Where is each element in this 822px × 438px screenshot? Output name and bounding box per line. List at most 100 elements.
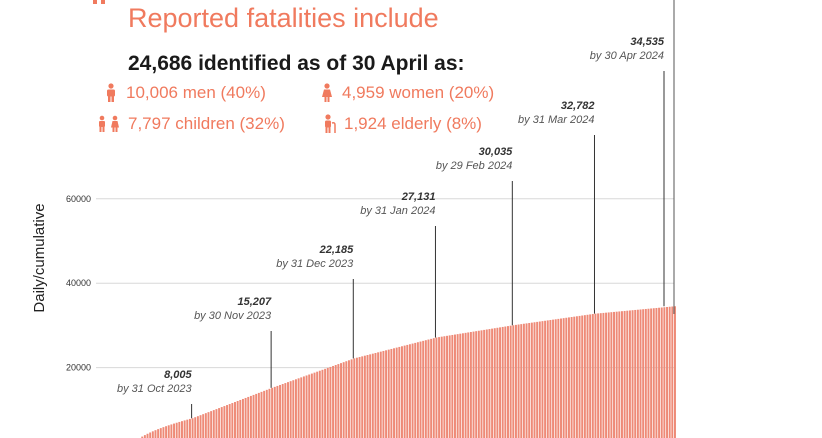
bar-day-196 [647, 308, 650, 438]
bar-day-175 [591, 314, 594, 438]
bar-day-155 [538, 321, 541, 438]
bar-day-33 [215, 409, 218, 438]
bar-day-49 [257, 392, 260, 438]
bar-day-172 [583, 315, 586, 438]
bar-day-112 [424, 340, 427, 438]
bar-day-193 [639, 309, 642, 438]
bar-day-141 [501, 326, 504, 438]
bar-day-23 [188, 418, 191, 438]
bar-day-78 [334, 365, 337, 438]
bar-day-104 [403, 345, 406, 438]
bar-day-63 [294, 379, 297, 438]
bar-day-161 [554, 319, 557, 438]
bar-day-189 [628, 310, 631, 438]
bar-day-204 [668, 306, 671, 438]
bar-day-13 [162, 427, 165, 438]
bar-day-147 [517, 324, 520, 438]
y-axis-label: Daily/cumulative [31, 203, 48, 312]
bar-day-113 [427, 339, 430, 438]
bar-day-89 [363, 355, 366, 438]
bar-day-53 [268, 388, 271, 438]
bar-day-117 [438, 337, 441, 438]
bar-day-135 [485, 329, 488, 438]
bar-day-98 [387, 349, 390, 438]
bar-day-73 [321, 369, 324, 438]
annotation-date-5: by 31 Mar 2024 [518, 114, 594, 126]
bar-day-123 [454, 334, 456, 438]
annotation-date-6: by 30 Apr 2024 [590, 50, 664, 62]
bar-day-12 [159, 428, 162, 438]
bar-day-126 [461, 333, 464, 438]
bar-day-72 [318, 370, 321, 438]
bar-day-179 [602, 312, 605, 438]
bar-day-69 [310, 373, 313, 438]
bar-day-68 [308, 374, 311, 438]
bar-day-134 [483, 329, 486, 438]
bar-day-156 [541, 321, 544, 438]
bar-day-36 [223, 406, 226, 438]
bar-day-19 [178, 421, 181, 438]
bar-day-29 [204, 413, 207, 438]
annotation-value-6: 34,535 [630, 36, 665, 48]
bar-day-70 [313, 372, 316, 438]
annotation-date-2: by 31 Dec 2023 [276, 258, 354, 270]
bar-day-180 [605, 312, 608, 438]
bar-day-103 [401, 346, 403, 438]
bar-day-202 [663, 307, 666, 438]
bar-day-59 [284, 383, 287, 438]
bar-day-20 [181, 421, 183, 438]
bar-day-164 [562, 318, 565, 438]
y-tick-20000: 20000 [66, 363, 91, 373]
bar-day-128 [467, 332, 470, 438]
bar-day-132 [477, 330, 480, 438]
bar-day-174 [589, 314, 592, 438]
bar-day-15 [167, 425, 170, 438]
bar-day-203 [666, 307, 668, 438]
bar-day-27 [199, 415, 202, 438]
bar-day-187 [623, 310, 626, 438]
bar-day-145 [512, 325, 515, 438]
bar-day-75 [326, 367, 329, 438]
bar-day-158 [546, 320, 549, 438]
bar-day-94 [377, 352, 380, 438]
info-subheading: 24,686 identified as of 30 April as: [128, 52, 465, 75]
bar-day-206 [674, 306, 676, 438]
bar-day-129 [469, 332, 472, 438]
bar-day-165 [565, 317, 568, 438]
stat-women: 4,959 women (20%) [318, 82, 494, 104]
bar-day-37 [226, 405, 229, 438]
bar-day-131 [475, 331, 478, 438]
bar-day-125 [459, 333, 462, 438]
bar-day-92 [371, 353, 374, 438]
bar-day-107 [411, 343, 414, 438]
bar-day-144 [509, 325, 512, 438]
bar-day-66 [302, 376, 305, 438]
bar-day-90 [366, 355, 369, 438]
bar-day-67 [305, 375, 308, 438]
bar-day-115 [432, 338, 435, 438]
bar-day-57 [279, 384, 282, 438]
bar-day-9 [151, 431, 154, 438]
bar-day-192 [636, 309, 639, 438]
stat-elderly-label: 1,924 elderly (8%) [344, 114, 482, 133]
bar-day-42 [239, 399, 242, 438]
bar-day-101 [395, 347, 398, 438]
bar-day-45 [247, 396, 250, 438]
bar-day-151 [528, 323, 531, 438]
bar-day-25 [194, 417, 197, 438]
bar-day-159 [549, 320, 552, 438]
bar-day-122 [451, 334, 454, 438]
bar-day-200 [658, 307, 661, 438]
bar-day-65 [300, 377, 303, 438]
bar-day-56 [276, 385, 279, 438]
bar-day-99 [390, 348, 393, 438]
bar-day-5 [141, 436, 144, 438]
bar-day-41 [236, 400, 239, 438]
bar-day-62 [292, 380, 295, 438]
stat-elderly: 1,924 elderly (8%) [320, 113, 482, 135]
bar-day-11 [157, 429, 160, 438]
woman-icon [322, 83, 332, 102]
bar-day-38 [228, 404, 231, 438]
bar-day-195 [644, 308, 647, 438]
